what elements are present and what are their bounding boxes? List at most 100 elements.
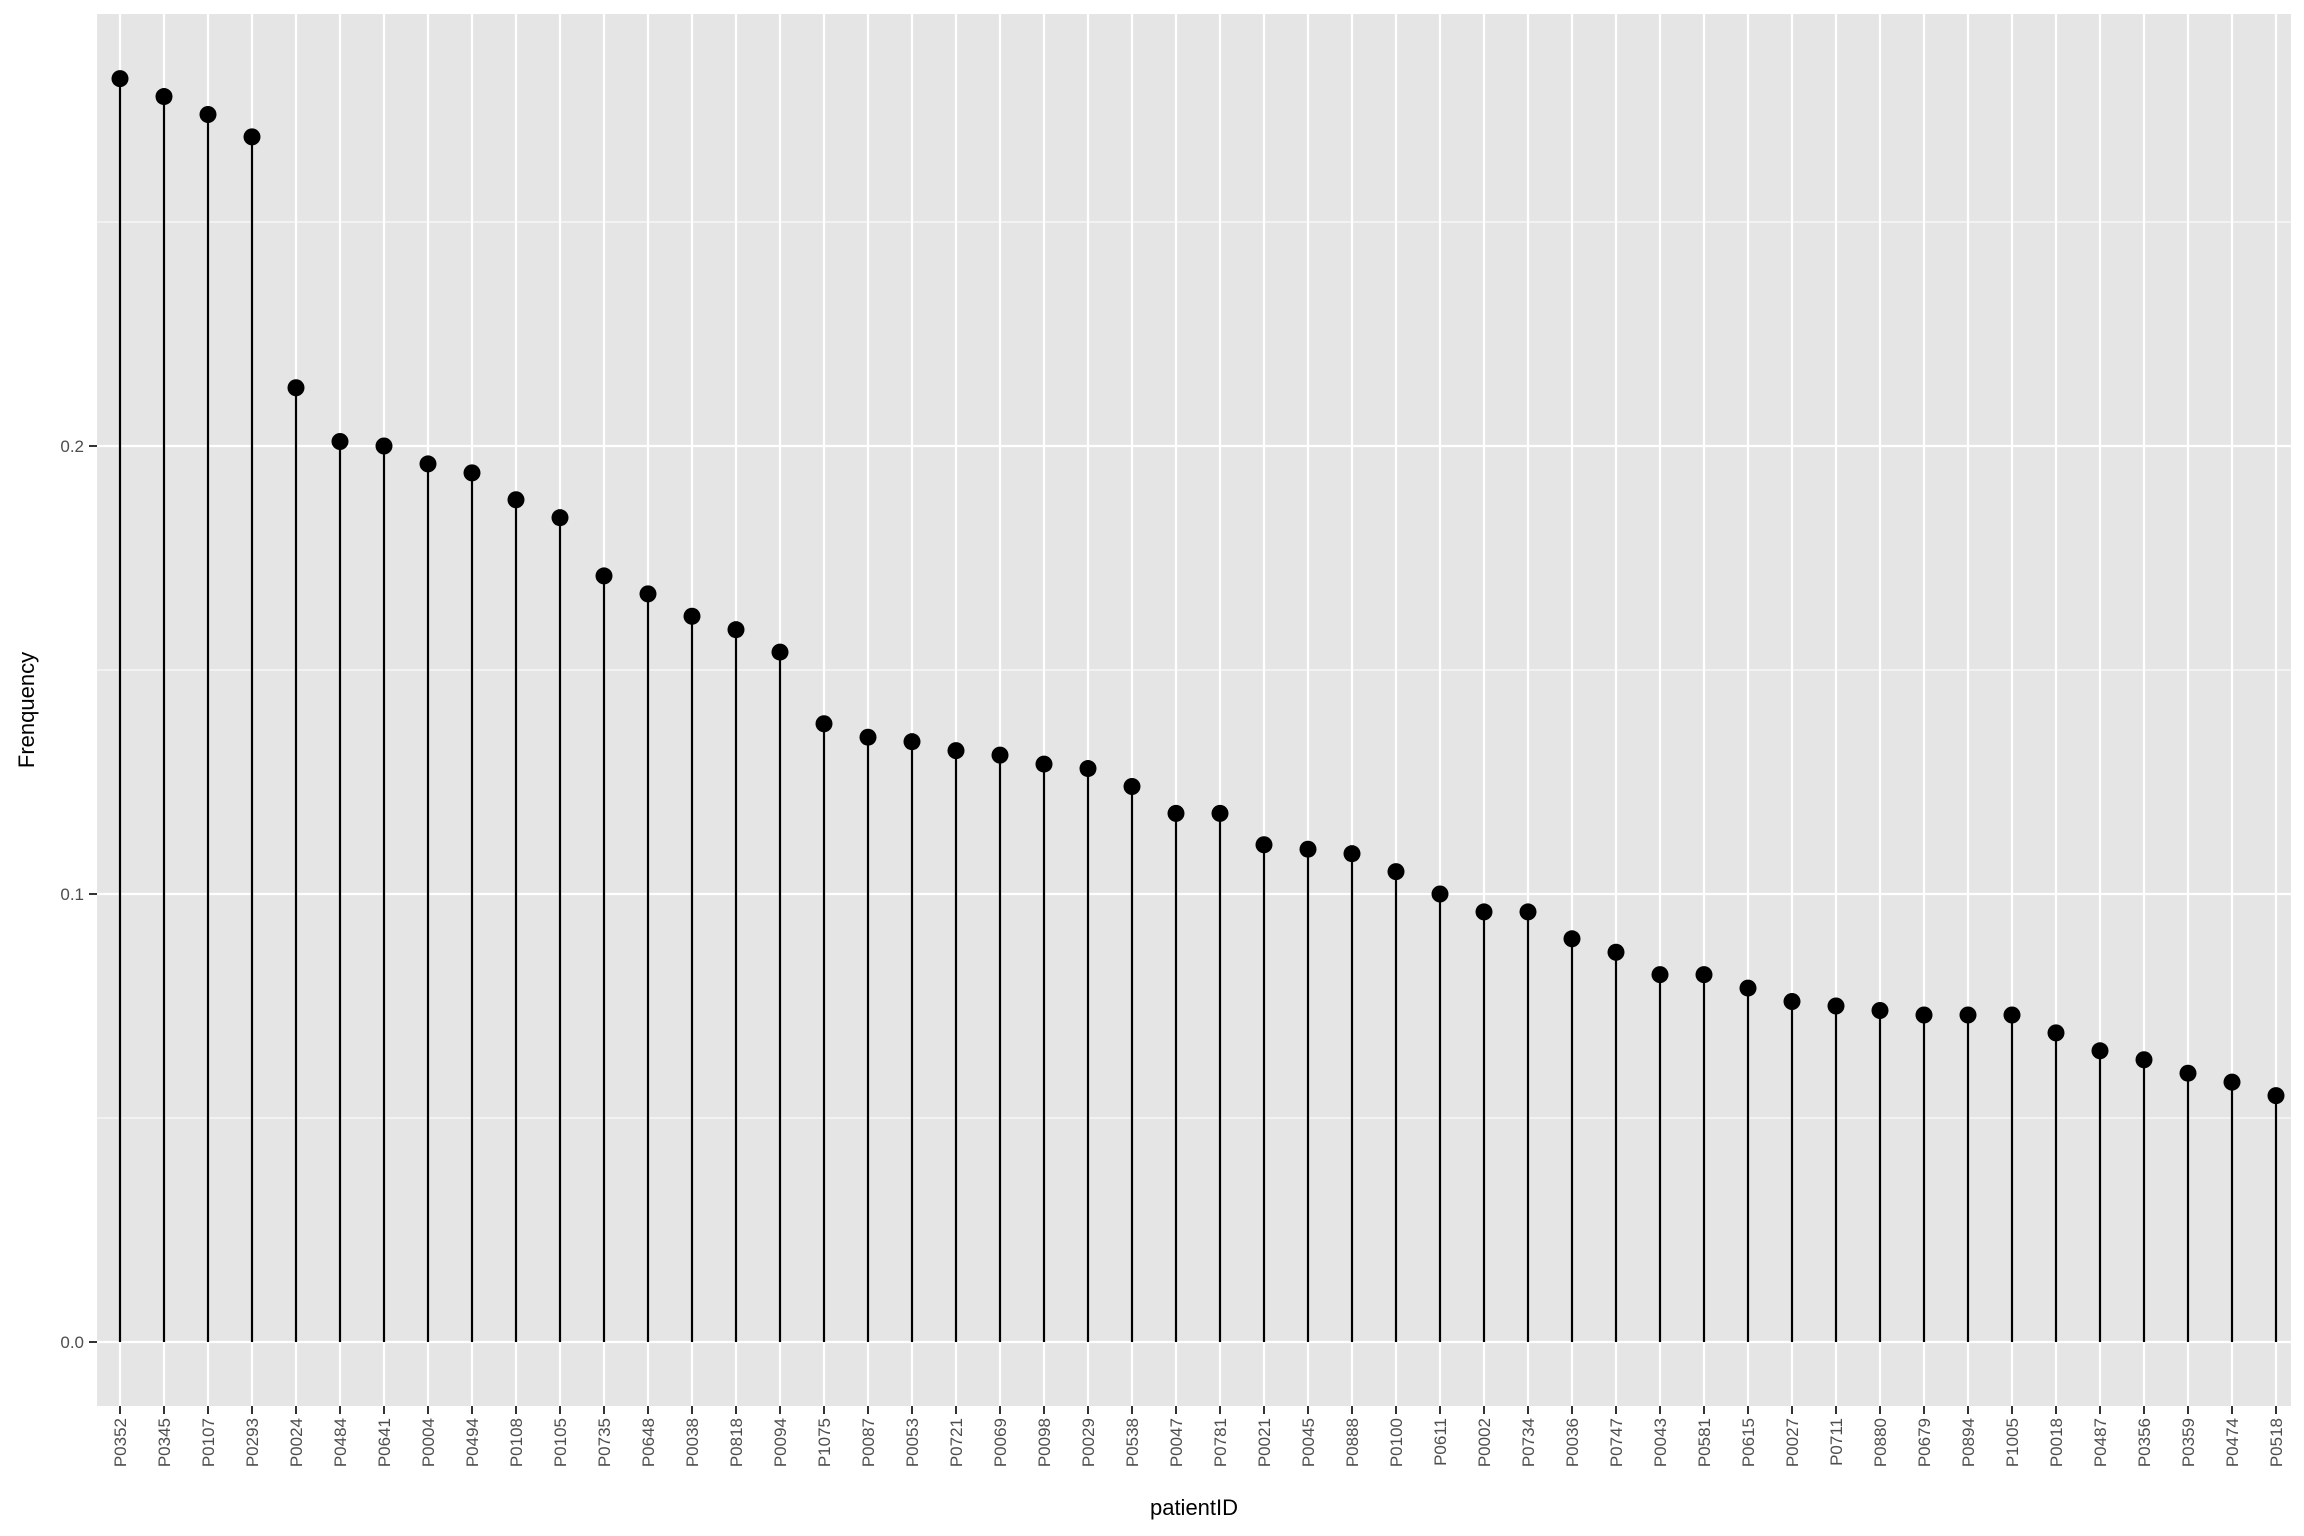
y-axis: 0.0 0.1 0.2	[60, 437, 97, 1352]
x-tick-label: P0002	[1475, 1418, 1494, 1467]
x-tick-label: P0108	[507, 1418, 526, 1467]
data-point	[1519, 903, 1537, 921]
data-point	[1035, 755, 1053, 773]
x-tick-label: P0679	[1915, 1418, 1934, 1467]
x-tick-label: P0004	[419, 1418, 438, 1467]
data-point	[639, 585, 657, 603]
x-tick-label: P0098	[1035, 1418, 1054, 1467]
data-point	[2179, 1064, 2197, 1082]
x-tick-label: P0781	[1211, 1418, 1230, 1467]
x-tick-label: P0029	[1079, 1418, 1098, 1467]
x-tick-label: P0293	[243, 1418, 262, 1467]
x-tick-label: P0538	[1123, 1418, 1142, 1467]
data-point	[287, 379, 305, 397]
data-point	[1871, 1001, 1889, 1019]
x-axis-title: patientID	[1150, 1495, 1238, 1520]
data-point	[2091, 1042, 2109, 1060]
x-tick-label: P0027	[1783, 1418, 1802, 1467]
lollipop-stems	[118, 78, 2278, 1342]
x-tick-label: P0038	[683, 1418, 702, 1467]
x-tick-label: P0747	[1607, 1418, 1626, 1467]
x-tick-label: P0021	[1255, 1418, 1274, 1467]
x-tick-label: P0045	[1299, 1418, 1318, 1467]
x-tick-label: P0615	[1739, 1418, 1758, 1467]
data-point	[1607, 943, 1625, 961]
data-point	[419, 455, 437, 473]
x-tick-label: P0641	[375, 1418, 394, 1467]
x-tick-label: P1075	[815, 1418, 834, 1467]
data-point	[1827, 997, 1845, 1015]
x-tick-label: P0711	[1827, 1418, 1846, 1466]
x-tick-label: P0352	[111, 1418, 130, 1467]
data-point	[1211, 804, 1229, 822]
data-point	[595, 567, 613, 585]
x-tick-label: P0721	[947, 1418, 966, 1467]
data-point	[1915, 1006, 1933, 1024]
plot-panel	[97, 14, 2291, 1406]
data-point	[1079, 760, 1097, 778]
x-tick-label: P0484	[331, 1418, 350, 1467]
data-point	[331, 433, 349, 451]
data-point	[1255, 836, 1273, 854]
x-tick-label: P0735	[595, 1418, 614, 1467]
data-point	[991, 746, 1009, 764]
data-point	[727, 621, 745, 639]
data-point	[375, 437, 393, 455]
x-tick-label: P0069	[991, 1418, 1010, 1467]
y-tick-label: 0.2	[60, 437, 84, 456]
data-point	[1123, 777, 1141, 795]
x-tick-label: P0043	[1651, 1418, 1670, 1467]
x-tick-label: P0345	[155, 1418, 174, 1467]
data-point	[2135, 1051, 2153, 1069]
x-tick-label: P0648	[639, 1418, 658, 1467]
x-tick-label: P0581	[1695, 1418, 1714, 1467]
x-tick-label: P0356	[2135, 1418, 2154, 1467]
data-point	[155, 88, 173, 106]
x-tick-label: P0518	[2267, 1418, 2286, 1467]
data-point	[2267, 1087, 2285, 1105]
data-point	[1739, 979, 1757, 997]
data-point	[1695, 966, 1713, 984]
data-point	[683, 607, 701, 625]
y-tick-label: 0.0	[60, 1333, 84, 1352]
data-point	[1959, 1006, 1977, 1024]
data-point	[2223, 1073, 2241, 1091]
x-tick-label: P0487	[2091, 1418, 2110, 1467]
data-point	[1651, 966, 1669, 984]
x-tick-label: P0094	[771, 1418, 790, 1467]
x-tick-label: P0036	[1563, 1418, 1582, 1467]
data-point	[2003, 1006, 2021, 1024]
data-point	[1299, 840, 1317, 858]
x-tick-label: P0880	[1871, 1418, 1890, 1467]
data-point	[1475, 903, 1493, 921]
data-point	[2047, 1024, 2065, 1042]
data-point	[507, 491, 525, 509]
data-point	[859, 728, 877, 746]
minor-gridlines	[97, 221, 2291, 1119]
y-axis-title: Frenquency	[14, 652, 39, 768]
data-point	[199, 105, 217, 123]
data-point	[903, 733, 921, 751]
x-tick-label: P0105	[551, 1418, 570, 1467]
data-point	[815, 715, 833, 733]
data-point	[1783, 993, 1801, 1011]
x-tick-label: P0734	[1519, 1418, 1538, 1467]
data-point	[1387, 863, 1405, 881]
data-point	[463, 464, 481, 482]
lollipop-points	[111, 70, 2285, 1105]
x-tick-label: P0474	[2223, 1418, 2242, 1467]
x-axis: P0352 P0345 P0107 P0293 P0024 P0484 P0641 P0004…	[111, 1406, 2286, 1467]
data-point	[1431, 885, 1449, 903]
x-tick-label: P0053	[903, 1418, 922, 1467]
x-tick-label: P0888	[1343, 1418, 1362, 1467]
x-tick-label: P0100	[1387, 1418, 1406, 1467]
data-point	[1167, 804, 1185, 822]
x-tick-label: P0494	[463, 1418, 482, 1467]
data-point	[947, 742, 965, 760]
data-point	[551, 509, 569, 527]
x-tick-label: P0611	[1431, 1418, 1450, 1466]
x-tick-label: P0359	[2179, 1418, 2198, 1467]
data-point	[1343, 845, 1361, 863]
y-tick-label: 0.1	[60, 885, 84, 904]
